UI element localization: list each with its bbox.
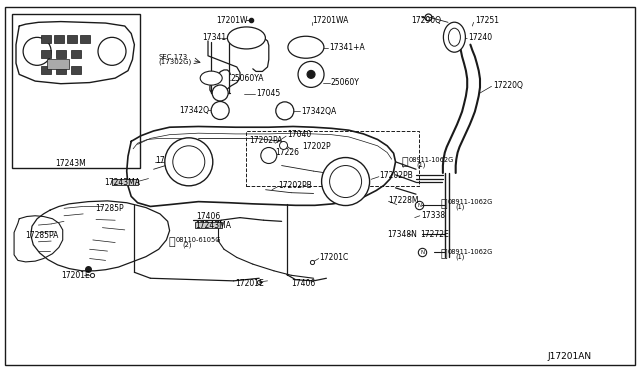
Text: 17202PA: 17202PA [250, 136, 283, 145]
Text: SEC.173: SEC.173 [159, 54, 188, 60]
Circle shape [23, 37, 51, 65]
Text: 17201C: 17201C [319, 253, 348, 262]
Text: 17243MA: 17243MA [104, 178, 140, 187]
Text: 08911-1062G: 08911-1062G [448, 249, 493, 255]
Text: 08911-1062G: 08911-1062G [408, 157, 454, 163]
Bar [246, 131, 419, 186]
Text: 17285PA: 17285PA [26, 231, 59, 240]
Ellipse shape [449, 28, 460, 46]
Text: 17243MA: 17243MA [195, 221, 231, 230]
Circle shape [211, 102, 229, 119]
Text: 17406: 17406 [196, 212, 221, 221]
Circle shape [261, 147, 277, 164]
Bar [70, 50, 81, 58]
Text: Ⓝ: Ⓝ [440, 249, 447, 259]
Text: 17341+A: 17341+A [330, 43, 365, 52]
Circle shape [173, 146, 205, 178]
Bar [41, 66, 51, 74]
Ellipse shape [288, 36, 324, 58]
Text: Ⓝ: Ⓝ [440, 199, 447, 209]
Bar [112, 179, 138, 185]
Circle shape [322, 157, 370, 206]
Text: 17220Q: 17220Q [493, 81, 523, 90]
Text: 17338: 17338 [421, 211, 445, 219]
Text: (17302G): (17302G) [159, 58, 192, 65]
Bar [41, 50, 51, 58]
Text: (1): (1) [456, 253, 465, 260]
Text: 17342Q: 17342Q [179, 106, 209, 115]
Text: 17201E: 17201E [61, 271, 90, 280]
Text: 17240: 17240 [468, 33, 493, 42]
Text: 17348N: 17348N [387, 230, 417, 239]
Text: 08110-6105G: 08110-6105G [176, 237, 221, 243]
Text: 17201WA: 17201WA [312, 16, 349, 25]
Bar [80, 35, 90, 43]
Bar [195, 222, 222, 228]
Text: N: N [417, 203, 421, 208]
Text: 25060Y: 25060Y [331, 78, 360, 87]
Text: 08911-1062G: 08911-1062G [448, 199, 493, 205]
Text: 17045: 17045 [256, 89, 280, 98]
Bar [41, 35, 51, 43]
Text: (1): (1) [416, 162, 426, 169]
Circle shape [330, 166, 362, 198]
Circle shape [212, 85, 228, 101]
Text: 17243M: 17243M [55, 159, 86, 168]
Text: (1): (1) [456, 203, 465, 210]
Text: 17201: 17201 [155, 156, 179, 165]
Bar [70, 66, 81, 74]
Bar [47, 59, 69, 69]
Circle shape [98, 37, 126, 65]
Circle shape [307, 70, 315, 78]
Text: 17201E: 17201E [236, 279, 264, 288]
Text: 17342QA: 17342QA [301, 107, 336, 116]
Circle shape [165, 138, 212, 186]
Text: 17406: 17406 [291, 279, 316, 288]
Text: 17226: 17226 [275, 148, 300, 157]
Text: 17228M: 17228M [388, 196, 419, 205]
Text: Ⓑ: Ⓑ [168, 237, 175, 247]
Bar [54, 35, 64, 43]
Text: 17202PB: 17202PB [278, 181, 312, 190]
Text: 17202PB: 17202PB [380, 171, 413, 180]
Text: Ⓝ: Ⓝ [402, 157, 408, 167]
Text: N: N [420, 250, 424, 255]
Text: 17341: 17341 [202, 33, 227, 42]
Text: 17040: 17040 [287, 130, 311, 139]
Bar [56, 66, 66, 74]
Text: 17285P: 17285P [95, 204, 124, 213]
Circle shape [280, 141, 287, 150]
Text: 17202P: 17202P [302, 142, 331, 151]
Circle shape [298, 61, 324, 87]
Text: (2): (2) [182, 241, 192, 248]
Text: 25060YA: 25060YA [230, 74, 264, 83]
Ellipse shape [444, 22, 465, 52]
Text: 17290Q: 17290Q [411, 16, 441, 25]
Circle shape [276, 102, 294, 120]
Bar [12, 14, 140, 168]
Ellipse shape [200, 71, 222, 85]
Bar [67, 35, 77, 43]
Bar [56, 50, 66, 58]
Text: 17251: 17251 [475, 16, 499, 25]
Text: 17201W: 17201W [216, 16, 248, 25]
Text: J17201AN: J17201AN [547, 352, 591, 361]
Text: 17272E: 17272E [420, 230, 449, 239]
Ellipse shape [227, 27, 266, 49]
